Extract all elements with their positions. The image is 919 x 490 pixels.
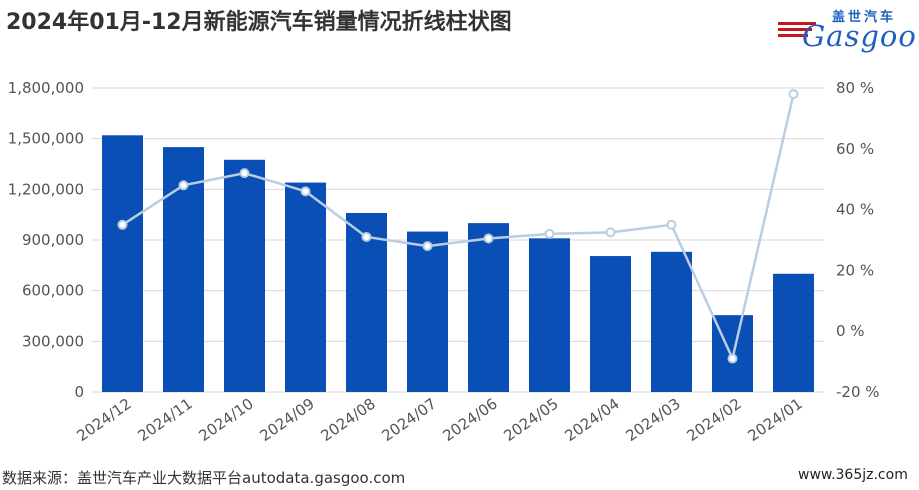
line-point (544, 228, 555, 239)
x-category-label: 2024/03 (622, 395, 683, 445)
bar (224, 159, 265, 392)
line-point (727, 353, 738, 364)
y-right-tick-label: -20 % (836, 383, 880, 401)
line-point (239, 168, 250, 179)
y-right-tick-label: 0 % (836, 322, 865, 340)
gasgoo-logo: 盖世汽车 Gasgoo (778, 4, 917, 53)
line-point (117, 219, 128, 230)
y-left-tick-label: 0 (74, 383, 84, 401)
line-point (788, 89, 799, 100)
y-left-tick-label: 300,000 (22, 332, 84, 350)
bar (346, 212, 387, 392)
line-point (605, 227, 616, 238)
x-category-label: 2024/09 (256, 395, 317, 445)
x-category-label: 2024/05 (500, 395, 561, 445)
line-point (178, 180, 189, 191)
y-right-tick-label: 80 % (836, 79, 874, 97)
x-category-label: 2024/01 (744, 395, 805, 445)
bar (529, 238, 570, 392)
x-category-label: 2024/06 (439, 395, 500, 445)
logo-text-en: Gasgoo (802, 19, 917, 53)
y-right-tick-label: 40 % (836, 201, 874, 219)
y-left-tick-label: 1,200,000 (8, 180, 84, 198)
logo-stripes (778, 22, 816, 40)
bar (285, 182, 326, 392)
x-category-label: 2024/02 (683, 395, 744, 445)
chart-title: 2024年01月-12月新能源汽车销量情况折线柱状图 (6, 10, 512, 35)
y-left-tick-label: 1,800,000 (8, 79, 84, 97)
y-left-tick-label: 900,000 (22, 231, 84, 249)
bar (773, 273, 814, 392)
line-point (300, 186, 311, 197)
line-point (422, 241, 433, 252)
logo-text-cn: 盖世汽车 (832, 10, 897, 25)
x-category-label: 2024/04 (561, 395, 622, 445)
x-category-label: 2024/12 (73, 395, 134, 445)
line-point (483, 233, 494, 244)
x-category-label: 2024/07 (378, 395, 439, 445)
bar (651, 251, 692, 392)
bar (102, 135, 143, 393)
x-category-label: 2024/11 (134, 395, 195, 445)
y-right-tick-label: 20 % (836, 261, 874, 279)
x-category-label: 2024/10 (195, 395, 256, 445)
bar (590, 256, 631, 392)
line-point (666, 219, 677, 230)
site-watermark: www.365jz.com (798, 467, 908, 483)
bar (468, 223, 509, 392)
y-left-tick-label: 1,500,000 (8, 130, 84, 148)
line-point (361, 231, 372, 242)
y-right-tick-label: 60 % (836, 140, 874, 158)
data-source-note: 数据来源：盖世汽车产业大数据平台autodata.gasgoo.com (2, 469, 406, 487)
growth-line (121, 93, 795, 363)
y-left-tick-label: 600,000 (22, 282, 84, 300)
x-category-label: 2024/08 (317, 395, 378, 445)
bar (407, 231, 448, 392)
